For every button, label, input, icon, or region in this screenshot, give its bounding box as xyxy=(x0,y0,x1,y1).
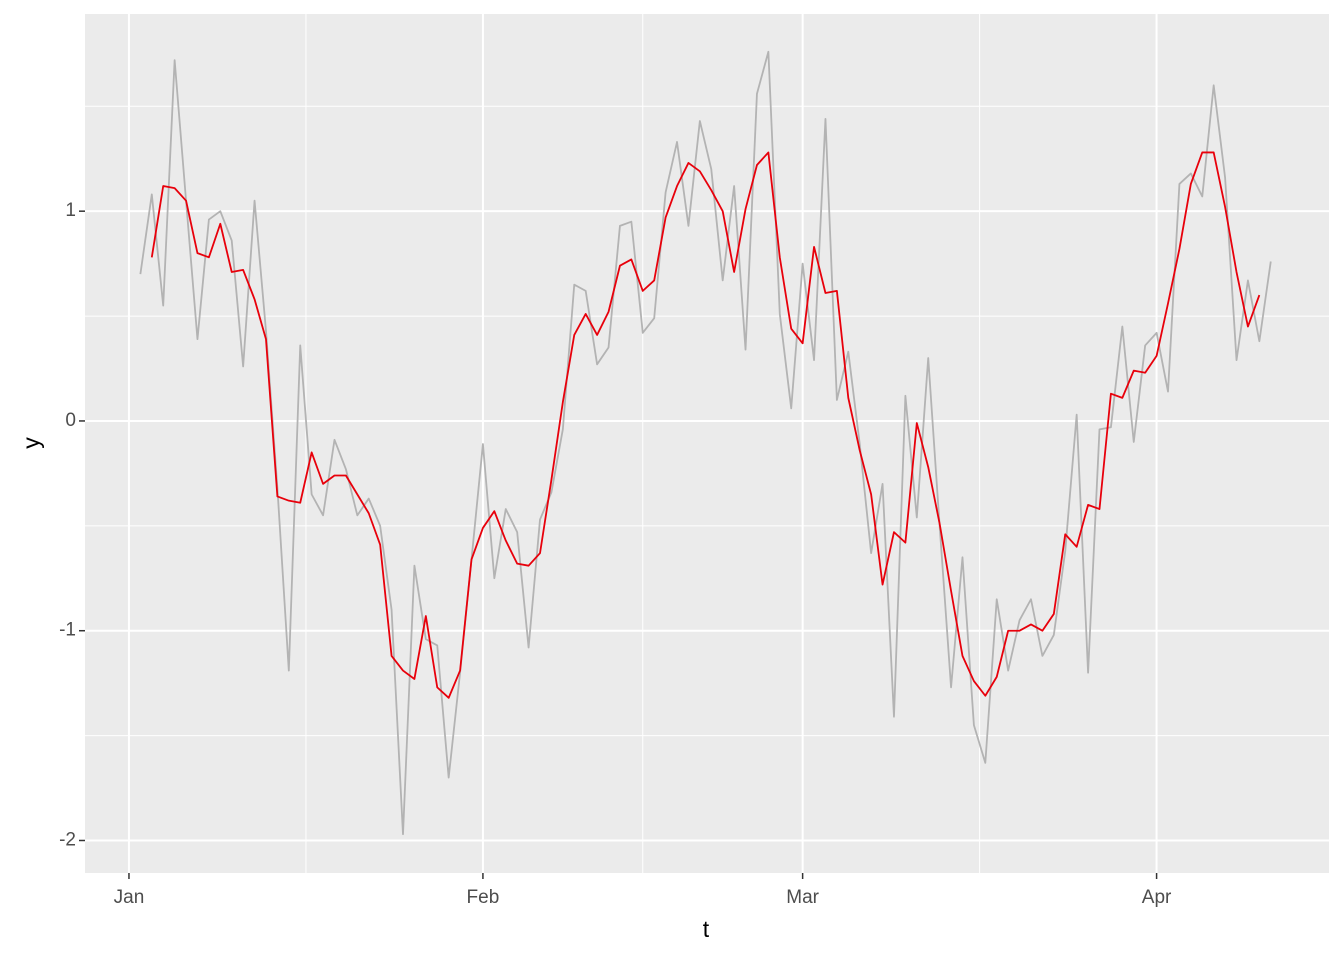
y-tick-label: -2 xyxy=(59,830,76,851)
x-tick-label: Feb xyxy=(467,887,500,908)
x-tick-label: Apr xyxy=(1142,887,1172,908)
x-axis-title: t xyxy=(703,916,710,942)
x-tick-label: Mar xyxy=(786,887,819,908)
series-line xyxy=(139,50,1272,836)
y-axis-title: y xyxy=(18,437,44,449)
y-tick-label: -1 xyxy=(59,620,76,641)
series-line xyxy=(150,151,1261,699)
panel xyxy=(85,14,1329,873)
y-tick-label: 0 xyxy=(65,410,76,431)
y-tick-label: 1 xyxy=(65,200,76,221)
x-tick-label: Jan xyxy=(114,887,145,908)
